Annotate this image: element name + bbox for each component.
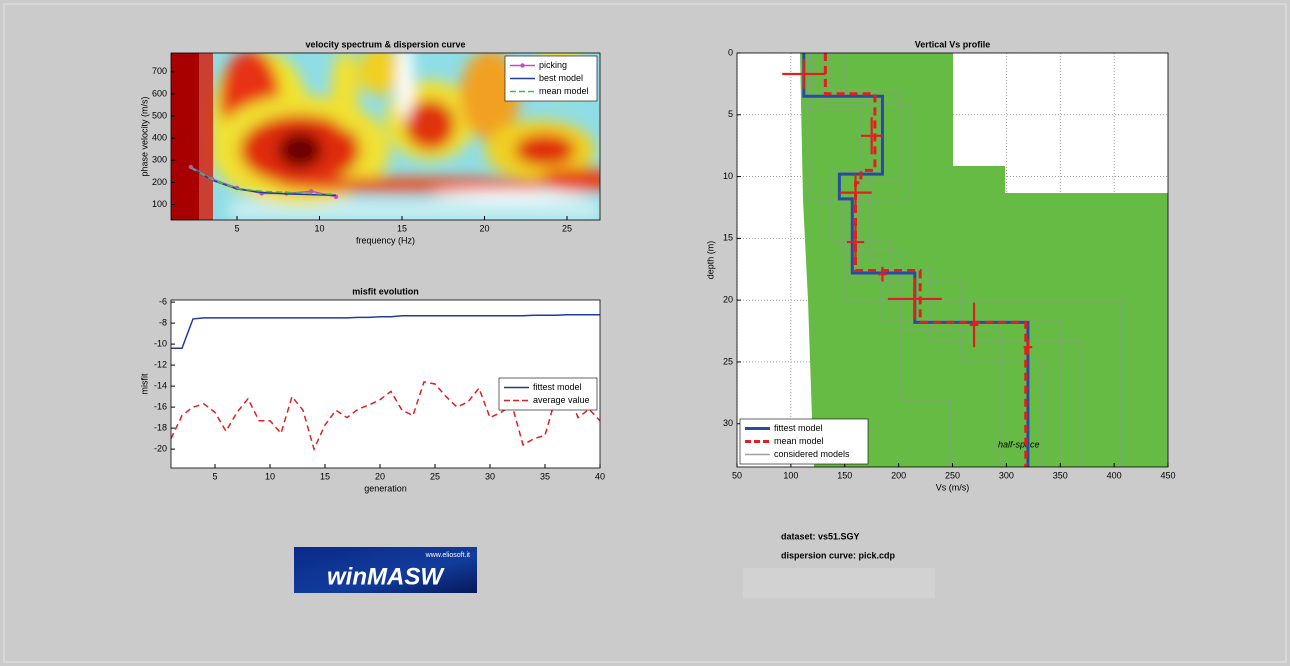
y-tick-label: 700 bbox=[152, 66, 167, 76]
x-tick-label: 25 bbox=[562, 223, 572, 233]
x-tick-label: 5 bbox=[234, 223, 239, 233]
y-tick-label: 10 bbox=[723, 171, 733, 181]
models-envelope bbox=[800, 53, 1168, 467]
x-tick-label: 150 bbox=[837, 470, 852, 480]
y-tick-label: -20 bbox=[154, 443, 167, 453]
profile-line bbox=[823, 53, 1028, 467]
y-axis-label: misfit bbox=[139, 373, 149, 394]
legend-label: mean model bbox=[774, 436, 824, 446]
y-tick-label: -10 bbox=[154, 338, 167, 348]
considered-models bbox=[807, 53, 1121, 467]
x-tick-label: 450 bbox=[1160, 470, 1175, 480]
y-tick-label: 300 bbox=[152, 155, 167, 165]
legend-label: fittest model bbox=[533, 382, 582, 392]
x-tick-label: 20 bbox=[479, 223, 489, 233]
y-tick-label: 25 bbox=[723, 356, 733, 366]
x-tick-label: 25 bbox=[430, 471, 440, 481]
plot-frame bbox=[170, 299, 601, 469]
y-tick-label: 500 bbox=[152, 110, 167, 120]
x-tick-label: 10 bbox=[314, 223, 324, 233]
chart-title: Vertical Vs profile bbox=[915, 39, 991, 49]
legend-marker bbox=[520, 63, 525, 68]
y-tick-label: -14 bbox=[154, 380, 167, 390]
logo-text: winMASW bbox=[327, 563, 445, 590]
chart-title: velocity spectrum & dispersion curve bbox=[305, 39, 465, 49]
y-tick-label: 0 bbox=[728, 47, 733, 57]
spectrum-heatmap bbox=[171, 53, 600, 220]
legend-label: picking bbox=[539, 60, 567, 70]
y-tick-label: 20 bbox=[723, 295, 733, 305]
y-tick-label: -12 bbox=[154, 359, 167, 369]
dispersion-label: dispersion curve: pick.cdp bbox=[781, 550, 896, 560]
series-line bbox=[190, 167, 337, 196]
x-tick-label: 100 bbox=[783, 470, 798, 480]
legend-label: average value bbox=[533, 395, 590, 405]
x-tick-label: 30 bbox=[485, 471, 495, 481]
x-tick-label: 35 bbox=[540, 471, 550, 481]
x-tick-label: 20 bbox=[375, 471, 385, 481]
x-tick-label: 10 bbox=[265, 471, 275, 481]
legend-label: fittest model bbox=[774, 423, 823, 433]
y-tick-label: 5 bbox=[728, 109, 733, 119]
chart-title: misfit evolution bbox=[352, 286, 419, 296]
legend bbox=[739, 418, 869, 465]
logo-url: www.eliosoft.it bbox=[425, 552, 470, 559]
y-tick-label: 15 bbox=[723, 233, 733, 243]
x-tick-label: 300 bbox=[999, 470, 1014, 480]
x-tick-label: 40 bbox=[595, 471, 605, 481]
x-tick-label: 400 bbox=[1107, 470, 1122, 480]
y-tick-label: 400 bbox=[152, 133, 167, 143]
x-tick-label: 5 bbox=[212, 471, 217, 481]
plot-frame bbox=[170, 52, 601, 221]
series-line bbox=[171, 313, 600, 350]
legend bbox=[498, 377, 598, 411]
x-tick-label: 15 bbox=[397, 223, 407, 233]
y-tick-label: -8 bbox=[159, 317, 167, 327]
x-tick-label: 200 bbox=[891, 470, 906, 480]
series-marker bbox=[309, 189, 314, 194]
y-tick-label: 600 bbox=[152, 88, 167, 98]
series-line bbox=[170, 381, 601, 452]
legend-label: mean model bbox=[539, 86, 589, 96]
x-axis-label: frequency (Hz) bbox=[356, 235, 415, 245]
x-tick-label: 50 bbox=[732, 470, 742, 480]
y-tick-label: 100 bbox=[152, 199, 167, 209]
y-axis-label: phase velocity (m/s) bbox=[139, 96, 149, 176]
x-axis-label: generation bbox=[364, 483, 407, 493]
annotation: half-space bbox=[998, 439, 1040, 449]
legend-label: best model bbox=[539, 73, 583, 83]
x-tick-label: 350 bbox=[1053, 470, 1068, 480]
legend-label: considered models bbox=[774, 449, 850, 459]
y-tick-label: -16 bbox=[154, 401, 167, 411]
plot-frame bbox=[736, 52, 1169, 468]
dataset-label: dataset: vs51.SGY bbox=[781, 531, 860, 541]
y-tick-label: 30 bbox=[723, 418, 733, 428]
y-axis-label: depth (m) bbox=[705, 241, 715, 280]
x-axis-label: Vs (m/s) bbox=[936, 482, 970, 492]
y-tick-label: 200 bbox=[152, 177, 167, 187]
y-tick-label: -18 bbox=[154, 422, 167, 432]
y-tick-label: -6 bbox=[159, 296, 167, 306]
x-tick-label: 15 bbox=[320, 471, 330, 481]
x-tick-label: 250 bbox=[945, 470, 960, 480]
logo bbox=[294, 547, 477, 593]
status-box bbox=[743, 568, 935, 598]
